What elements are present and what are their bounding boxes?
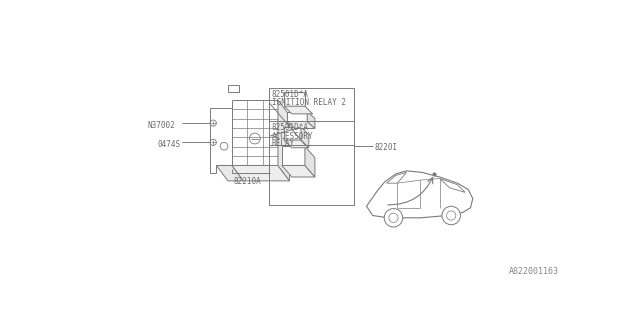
- Polygon shape: [305, 146, 315, 177]
- Text: 82501D*A: 82501D*A: [272, 90, 308, 99]
- Polygon shape: [278, 100, 289, 181]
- Polygon shape: [284, 92, 305, 106]
- Polygon shape: [216, 165, 243, 181]
- Circle shape: [384, 209, 403, 227]
- Text: RELAY: RELAY: [272, 139, 295, 148]
- Circle shape: [442, 206, 460, 225]
- Polygon shape: [284, 140, 308, 148]
- Text: 8220I: 8220I: [375, 143, 398, 152]
- Polygon shape: [307, 112, 315, 129]
- Text: A822001163: A822001163: [509, 267, 559, 276]
- Text: IGNITION RELAY 2: IGNITION RELAY 2: [272, 99, 346, 108]
- Polygon shape: [228, 84, 239, 92]
- Polygon shape: [232, 165, 289, 181]
- Polygon shape: [232, 100, 278, 165]
- Polygon shape: [287, 112, 307, 122]
- Polygon shape: [367, 171, 473, 218]
- Polygon shape: [210, 108, 232, 173]
- Text: 0474S: 0474S: [158, 140, 181, 149]
- Text: 82501D*A: 82501D*A: [272, 123, 308, 132]
- Polygon shape: [287, 122, 315, 129]
- Polygon shape: [284, 127, 301, 140]
- Polygon shape: [301, 127, 308, 148]
- Text: ACCESSORY: ACCESSORY: [272, 132, 314, 140]
- Polygon shape: [282, 146, 305, 165]
- Polygon shape: [282, 165, 315, 177]
- Text: 82210A: 82210A: [234, 177, 261, 186]
- Polygon shape: [284, 106, 312, 114]
- Text: N37002: N37002: [148, 121, 175, 130]
- Bar: [269, 88, 354, 205]
